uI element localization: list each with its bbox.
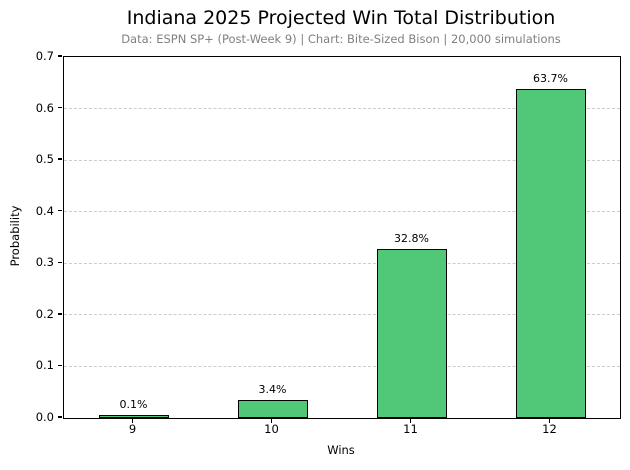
y-tick-label: 0.4	[35, 203, 54, 218]
bar-value-label: 3.4%	[258, 383, 287, 397]
y-tick-mark	[57, 313, 62, 315]
y-tick-mark	[57, 158, 62, 160]
bar-value-label: 0.1%	[119, 398, 148, 411]
gridline	[64, 211, 620, 213]
x-tick-mark	[409, 418, 412, 423]
x-tick-mark	[270, 418, 273, 423]
y-tick-mark	[57, 261, 62, 264]
chart-subtitle: Data: ESPN SP+ (Post-Week 9) | Chart: Bi…	[121, 32, 561, 46]
chart-title: Indiana 2025 Projected Win Total Distrib…	[126, 7, 556, 29]
bar	[98, 415, 169, 418]
plot-area: 0.1% 3.4% 32.8% 63.7%	[63, 56, 621, 419]
y-tick-mark	[57, 416, 62, 418]
gridline	[64, 108, 620, 110]
y-tick-mark	[57, 55, 62, 57]
x-tick-label: 11	[403, 422, 418, 436]
bar	[376, 248, 447, 418]
y-tick-label: 0.7	[35, 49, 54, 63]
y-tick-mark	[57, 106, 62, 109]
gridline	[64, 262, 620, 264]
x-tick-mark	[131, 418, 134, 423]
bar-value-label: 63.7%	[533, 72, 568, 86]
x-tick-label: 10	[264, 422, 279, 436]
gridline	[64, 159, 620, 161]
y-tick-label: 0.2	[35, 306, 54, 321]
x-tick-label: 12	[542, 422, 557, 436]
y-tick-label: 0.5	[35, 152, 54, 167]
y-tick-label: 0.0	[35, 410, 54, 424]
x-tick-label: 9	[128, 422, 137, 436]
bar-value-label: 32.8%	[394, 231, 429, 245]
x-axis-label: Wins	[327, 443, 355, 457]
y-tick-label: 0.1	[35, 358, 54, 373]
gridline	[64, 314, 620, 316]
gridline	[64, 365, 620, 367]
y-tick-label: 0.6	[35, 100, 54, 115]
y-tick-label: 0.3	[35, 255, 54, 270]
y-tick-mark	[57, 209, 62, 212]
y-tick-mark	[57, 364, 62, 367]
x-tick-mark	[548, 418, 551, 423]
bar	[237, 400, 308, 418]
bar	[515, 89, 586, 418]
